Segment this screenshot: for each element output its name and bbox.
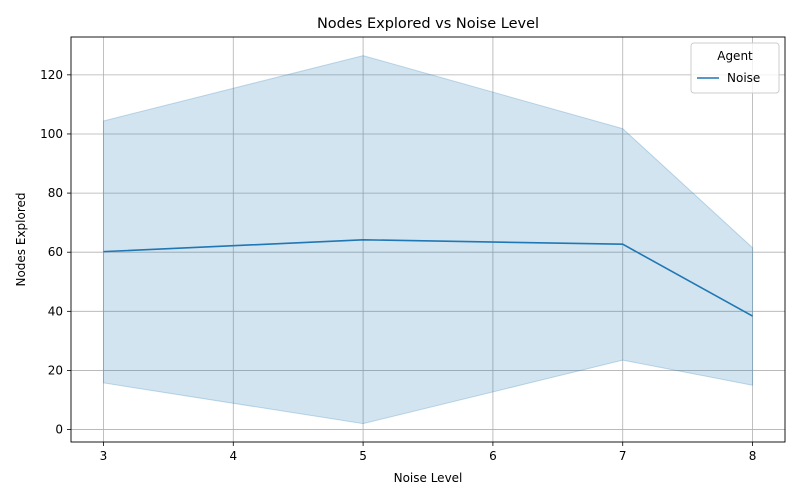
x-tick-label: 5 xyxy=(359,449,367,463)
grid xyxy=(71,37,785,442)
y-tick-label: 0 xyxy=(55,423,63,437)
x-tick-label: 4 xyxy=(229,449,237,463)
series-line-noise xyxy=(103,238,753,317)
y-tick-label: 40 xyxy=(48,304,63,318)
confidence-band xyxy=(102,55,754,425)
x-tick-label: 6 xyxy=(489,449,497,463)
x-tick-label: 8 xyxy=(749,449,757,463)
x-tick-label: 7 xyxy=(619,449,627,463)
series-line-layer xyxy=(103,238,753,317)
x-tick-label: 3 xyxy=(100,449,108,463)
y-axis-label: Nodes Explored xyxy=(14,192,28,286)
legend: Agent Noise xyxy=(690,42,780,94)
legend-title: Agent xyxy=(717,49,753,63)
y-tick-label: 20 xyxy=(48,363,63,377)
x-axis-label: Noise Level xyxy=(394,471,463,485)
y-tick-label: 120 xyxy=(40,68,63,82)
y-tick-label: 100 xyxy=(40,127,63,141)
confidence-band-layer xyxy=(102,55,754,425)
legend-label-noise: Noise xyxy=(727,71,760,85)
legend-box xyxy=(690,42,780,94)
chart-title: Nodes Explored vs Noise Level xyxy=(317,16,539,32)
plot-frame xyxy=(70,36,786,443)
y-tick-label: 80 xyxy=(48,186,63,200)
y-tick-label: 60 xyxy=(48,245,63,259)
